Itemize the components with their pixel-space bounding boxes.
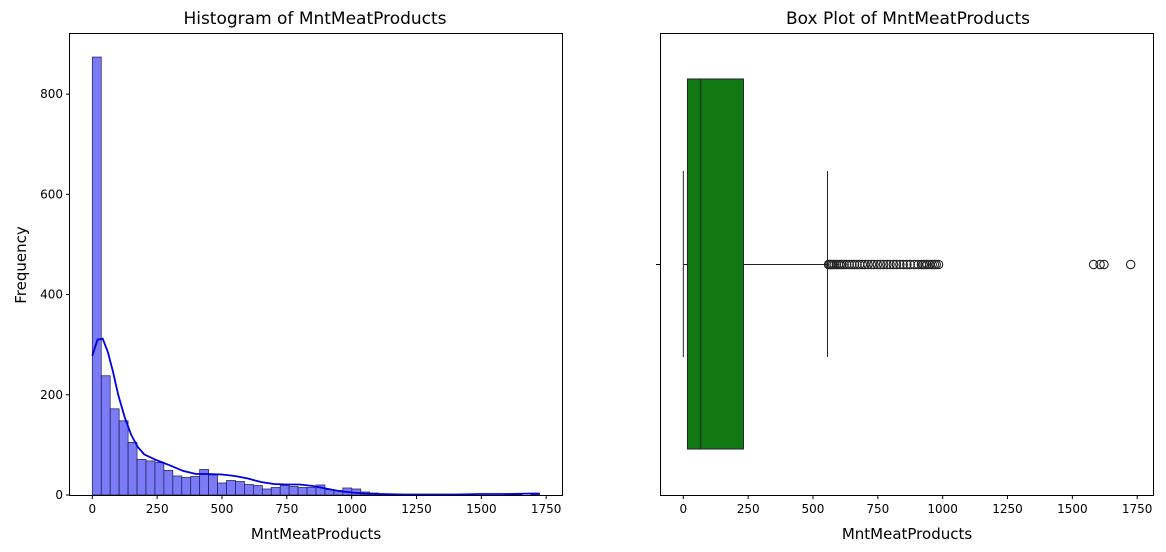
- histogram-bar: [127, 442, 138, 496]
- boxplot-x-axis-label: MntMeatProducts: [842, 525, 973, 543]
- histogram-bar: [279, 485, 290, 496]
- x-tick-label: 750: [275, 502, 298, 516]
- y-tick-label: 400: [40, 288, 63, 302]
- outlier-point: [885, 259, 895, 270]
- outlier-point: [891, 259, 902, 270]
- histogram-axes-frame: [69, 33, 563, 496]
- histogram-panel: Histogram of MntMeatProducts 0 250 500 750 1…: [12, 9, 563, 543]
- outlier-point: [909, 259, 919, 270]
- histogram-bar: [288, 486, 299, 496]
- histogram-x-axis-label: MntMeatProducts: [251, 525, 382, 543]
- histogram-bar: [530, 494, 541, 496]
- boxplot-x-ticks: 0 250 500 750 1000 1250 1500 1750: [679, 495, 1152, 516]
- histogram-bar: [226, 480, 236, 496]
- boxplot-title: Box Plot of MntMeatProducts: [786, 9, 1030, 29]
- outlier-point: [922, 259, 932, 270]
- outlier-point: [872, 259, 883, 270]
- histogram-bar: [217, 482, 227, 496]
- outlier-point: [902, 259, 912, 270]
- histogram-bar: [100, 375, 111, 496]
- outlier-point: [878, 259, 889, 270]
- outlier-point: [849, 259, 860, 270]
- histogram-bar: [235, 481, 245, 496]
- histogram-x-ticks: 0 250 500 750 1000 1250 1500 1750: [88, 495, 561, 516]
- interquartile-box: [686, 78, 744, 450]
- histogram-y-ticks: 0 200 400 600 800: [40, 87, 70, 502]
- histogram-bar: [172, 475, 183, 496]
- y-tick-label: 200: [40, 388, 63, 402]
- histogram-bar: [136, 459, 147, 496]
- x-tick-label: 1750: [1122, 502, 1153, 516]
- x-tick-label: 1250: [992, 502, 1023, 516]
- histogram-bar: [163, 470, 174, 496]
- outlier-point: [875, 259, 886, 270]
- outlier-point: [869, 259, 879, 270]
- boxplot-panel: Box Plot of MntMeatProducts 0 250 500 750 10…: [656, 9, 1154, 543]
- outlier-point: [913, 259, 923, 270]
- x-tick-label: 1500: [466, 502, 497, 516]
- outlier-point: [844, 259, 855, 270]
- histogram-bar: [306, 487, 317, 496]
- y-tick-label: 800: [40, 87, 63, 101]
- outlier-point: [860, 259, 870, 270]
- outlier-point: [905, 259, 915, 270]
- x-tick-label: 1250: [401, 502, 432, 516]
- outlier-point: [857, 259, 868, 270]
- histogram-title: Histogram of MntMeatProducts: [183, 9, 446, 29]
- histogram-bar: [145, 460, 156, 496]
- outlier-point: [1088, 259, 1099, 270]
- histogram-bar: [261, 488, 272, 496]
- x-tick-label: 1000: [336, 502, 367, 516]
- outlier-point: [839, 259, 849, 270]
- outlier-point: [863, 259, 873, 270]
- kde-curve: [91, 337, 540, 496]
- outlier-point: [847, 259, 857, 270]
- outlier-point: [1099, 259, 1109, 270]
- x-tick-label: 0: [88, 502, 96, 516]
- outlier-point: [1095, 259, 1105, 270]
- outlier-point: [841, 259, 852, 270]
- histogram-bars: [91, 56, 541, 496]
- x-tick-label: 500: [211, 502, 234, 516]
- histogram-y-axis-label: Frequency: [12, 226, 30, 304]
- outlier-point: [895, 259, 905, 270]
- histogram-bar: [154, 462, 165, 496]
- boxplot-axes-frame: [660, 33, 1154, 496]
- y-tick-label: 600: [40, 187, 63, 201]
- outlier-point: [882, 259, 892, 270]
- outlier-point: [866, 259, 877, 270]
- y-tick-label: 0: [55, 488, 63, 502]
- histogram-bar: [190, 476, 201, 496]
- histogram-bar: [181, 477, 192, 496]
- x-tick-label: 1000: [927, 502, 958, 516]
- x-tick-label: 1500: [1057, 502, 1088, 516]
- outlier-point: [933, 259, 944, 270]
- outlier-point: [931, 259, 941, 270]
- histogram-bar: [91, 56, 102, 496]
- histogram-bar: [118, 420, 129, 496]
- outlier-point: [888, 259, 899, 270]
- x-tick-label: 250: [737, 502, 760, 516]
- histogram-bar: [253, 485, 263, 496]
- x-tick-label: 750: [866, 502, 889, 516]
- x-tick-label: 250: [146, 502, 169, 516]
- x-tick-label: 500: [802, 502, 825, 516]
- histogram-bar: [270, 487, 281, 496]
- histogram-bar: [297, 487, 308, 496]
- x-tick-label: 1750: [531, 502, 562, 516]
- outlier-point: [852, 259, 862, 270]
- outlier-point: [1125, 259, 1136, 270]
- histogram-bar: [109, 408, 120, 496]
- outlier-point: [898, 259, 908, 270]
- boxplot-elements: [682, 78, 1136, 450]
- x-tick-label: 0: [679, 502, 687, 516]
- histogram-bar: [244, 484, 254, 496]
- histogram-bar: [208, 474, 218, 496]
